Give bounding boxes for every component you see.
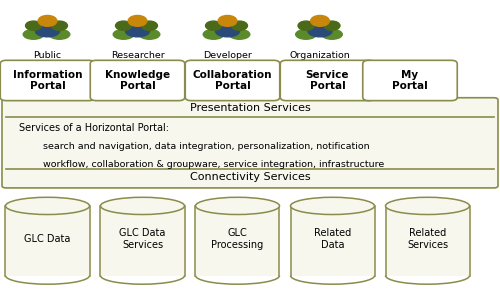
FancyBboxPatch shape bbox=[185, 60, 280, 101]
Circle shape bbox=[232, 21, 248, 30]
FancyBboxPatch shape bbox=[90, 60, 185, 101]
Ellipse shape bbox=[386, 197, 469, 215]
Bar bbox=[290, 206, 374, 276]
Text: search and navigation, data integration, personalization, notification: search and navigation, data integration,… bbox=[18, 142, 369, 151]
Bar bbox=[6, 206, 89, 276]
Bar bbox=[386, 206, 469, 276]
FancyBboxPatch shape bbox=[362, 60, 457, 101]
Text: Organization: Organization bbox=[290, 51, 350, 60]
Ellipse shape bbox=[229, 30, 250, 39]
Circle shape bbox=[142, 21, 158, 30]
Text: My
Portal: My Portal bbox=[392, 70, 428, 91]
Text: Information
Portal: Information Portal bbox=[13, 70, 82, 91]
Ellipse shape bbox=[216, 25, 240, 37]
Circle shape bbox=[128, 15, 147, 26]
Text: Connectivity Services: Connectivity Services bbox=[190, 172, 310, 182]
Ellipse shape bbox=[6, 197, 89, 215]
FancyBboxPatch shape bbox=[0, 60, 95, 101]
Text: Service
Portal: Service Portal bbox=[306, 70, 349, 91]
Ellipse shape bbox=[196, 197, 280, 215]
Ellipse shape bbox=[139, 30, 160, 39]
Text: Collaboration
Portal: Collaboration Portal bbox=[193, 70, 272, 91]
Ellipse shape bbox=[322, 30, 342, 39]
Circle shape bbox=[52, 21, 68, 30]
Circle shape bbox=[26, 21, 42, 30]
Text: Services of a Horizontal Portal:: Services of a Horizontal Portal: bbox=[18, 123, 169, 133]
Ellipse shape bbox=[36, 25, 60, 37]
Text: GLC Data
Services: GLC Data Services bbox=[120, 228, 166, 250]
Ellipse shape bbox=[23, 30, 44, 39]
FancyBboxPatch shape bbox=[2, 98, 498, 188]
Circle shape bbox=[324, 21, 340, 30]
Bar bbox=[196, 206, 280, 276]
FancyBboxPatch shape bbox=[280, 60, 375, 101]
Ellipse shape bbox=[308, 25, 332, 37]
Text: Related
Services: Related Services bbox=[407, 228, 448, 250]
Circle shape bbox=[116, 21, 132, 30]
Text: workflow, collaboration & groupware, service integration, infrastructure: workflow, collaboration & groupware, ser… bbox=[18, 160, 384, 169]
Ellipse shape bbox=[100, 197, 184, 215]
Circle shape bbox=[38, 15, 57, 26]
Ellipse shape bbox=[290, 197, 374, 215]
Ellipse shape bbox=[113, 30, 134, 39]
Text: Researcher: Researcher bbox=[110, 51, 164, 60]
Ellipse shape bbox=[296, 30, 316, 39]
Circle shape bbox=[218, 15, 237, 26]
Text: Public: Public bbox=[34, 51, 62, 60]
Text: Presentation Services: Presentation Services bbox=[190, 104, 310, 113]
Bar bbox=[100, 206, 184, 276]
Ellipse shape bbox=[49, 30, 70, 39]
Text: GLC
Processing: GLC Processing bbox=[212, 228, 264, 250]
Circle shape bbox=[206, 21, 222, 30]
Text: GLC Data: GLC Data bbox=[24, 234, 70, 244]
Ellipse shape bbox=[203, 30, 224, 39]
Ellipse shape bbox=[126, 25, 150, 37]
Text: Knowledge
Portal: Knowledge Portal bbox=[105, 70, 170, 91]
Circle shape bbox=[310, 15, 330, 26]
Circle shape bbox=[298, 21, 314, 30]
Text: Related
Data: Related Data bbox=[314, 228, 351, 250]
Text: Developer: Developer bbox=[203, 51, 252, 60]
